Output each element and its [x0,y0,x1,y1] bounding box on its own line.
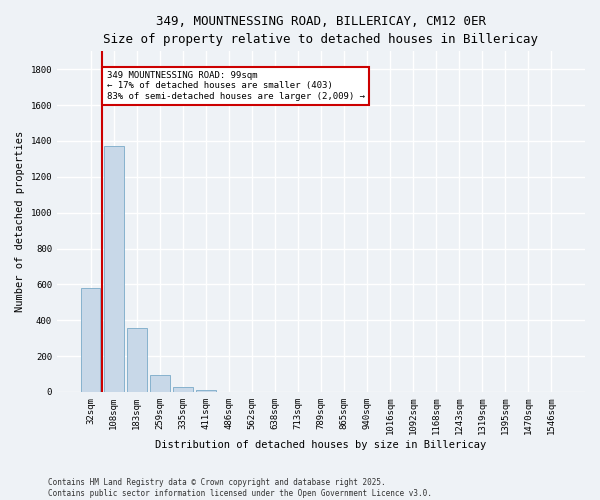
Title: 349, MOUNTNESSING ROAD, BILLERICAY, CM12 0ER
Size of property relative to detach: 349, MOUNTNESSING ROAD, BILLERICAY, CM12… [103,15,538,46]
Text: 349 MOUNTNESSING ROAD: 99sqm
← 17% of detached houses are smaller (403)
83% of s: 349 MOUNTNESSING ROAD: 99sqm ← 17% of de… [107,71,365,101]
Text: Contains HM Land Registry data © Crown copyright and database right 2025.
Contai: Contains HM Land Registry data © Crown c… [48,478,432,498]
X-axis label: Distribution of detached houses by size in Billericay: Distribution of detached houses by size … [155,440,487,450]
Y-axis label: Number of detached properties: Number of detached properties [15,131,25,312]
Bar [150,375,170,392]
Bar [81,288,100,392]
Bar [173,386,193,392]
Bar [196,390,215,392]
Bar [127,328,146,392]
Bar [104,146,124,392]
